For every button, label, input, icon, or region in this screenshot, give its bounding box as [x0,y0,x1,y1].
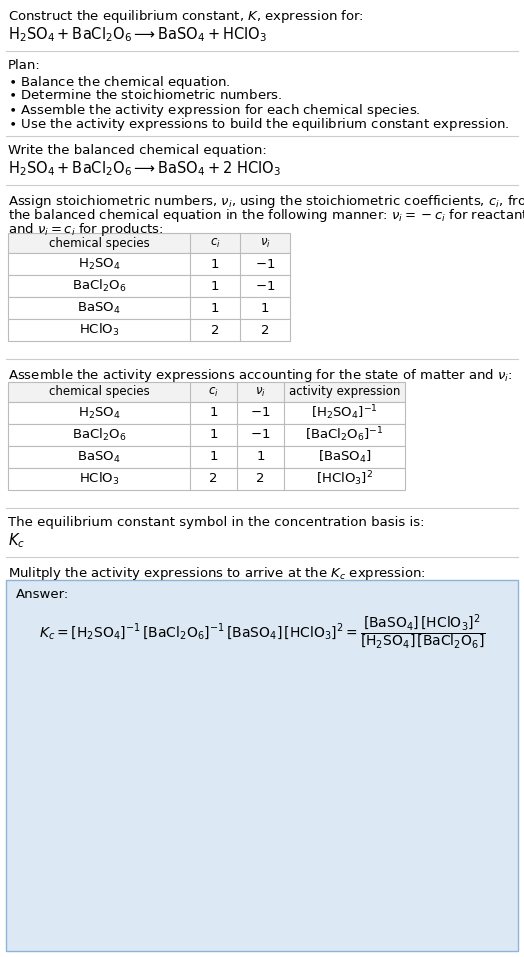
Text: $\mathrm{HClO_3}$: $\mathrm{HClO_3}$ [79,471,119,487]
Text: $\mathrm{BaCl_2O_6}$: $\mathrm{BaCl_2O_6}$ [72,278,126,294]
FancyBboxPatch shape [8,424,405,446]
Text: $[\mathrm{HClO_3}]^2$: $[\mathrm{HClO_3}]^2$ [316,470,373,488]
Text: chemical species: chemical species [49,386,149,398]
Text: 1: 1 [211,257,219,271]
Text: 2: 2 [209,473,218,485]
Text: Write the balanced chemical equation:: Write the balanced chemical equation: [8,144,267,157]
Text: the balanced chemical equation in the following manner: $\nu_i = -c_i$ for react: the balanced chemical equation in the fo… [8,207,524,224]
Text: $\nu_i$: $\nu_i$ [255,386,266,398]
Text: 2: 2 [256,473,265,485]
FancyBboxPatch shape [8,402,405,424]
Text: 1: 1 [211,279,219,293]
Text: $[\mathrm{BaSO_4}]$: $[\mathrm{BaSO_4}]$ [318,449,372,465]
Text: $\bullet$ Assemble the activity expression for each chemical species.: $\bullet$ Assemble the activity expressi… [8,102,421,119]
Text: chemical species: chemical species [49,236,149,250]
Text: $\bullet$ Balance the chemical equation.: $\bullet$ Balance the chemical equation. [8,74,231,91]
Text: 1: 1 [261,301,269,315]
Text: Plan:: Plan: [8,59,41,72]
Text: Assign stoichiometric numbers, $\nu_i$, using the stoichiometric coefficients, $: Assign stoichiometric numbers, $\nu_i$, … [8,193,524,210]
Text: $c_i$: $c_i$ [208,386,219,398]
Text: 1: 1 [211,301,219,315]
Text: $K_c$: $K_c$ [8,531,25,549]
Text: 1: 1 [209,451,218,463]
Text: and $\nu_i = c_i$ for products:: and $\nu_i = c_i$ for products: [8,221,163,238]
Text: activity expression: activity expression [289,386,400,398]
Text: $-1$: $-1$ [250,429,271,441]
Text: $\mathrm{HClO_3}$: $\mathrm{HClO_3}$ [79,322,119,338]
Text: $[\mathrm{H_2SO_4}]^{-1}$: $[\mathrm{H_2SO_4}]^{-1}$ [311,404,378,422]
FancyBboxPatch shape [8,275,290,297]
Text: 1: 1 [209,407,218,419]
Text: Assemble the activity expressions accounting for the state of matter and $\nu_i$: Assemble the activity expressions accoun… [8,367,512,384]
FancyBboxPatch shape [8,297,290,319]
Text: $\mathrm{H_2SO_4}$: $\mathrm{H_2SO_4}$ [78,406,121,420]
FancyBboxPatch shape [8,253,290,275]
FancyBboxPatch shape [8,233,290,253]
Text: $c_i$: $c_i$ [210,236,221,250]
Text: $-1$: $-1$ [255,257,275,271]
FancyBboxPatch shape [8,382,405,402]
Text: $\mathrm{BaSO_4}$: $\mathrm{BaSO_4}$ [77,450,121,464]
Text: $\mathrm{BaSO_4}$: $\mathrm{BaSO_4}$ [77,300,121,316]
Text: 1: 1 [256,451,265,463]
Text: $\bullet$ Determine the stoichiometric numbers.: $\bullet$ Determine the stoichiometric n… [8,88,282,102]
Text: $[\mathrm{BaCl_2O_6}]^{-1}$: $[\mathrm{BaCl_2O_6}]^{-1}$ [305,426,384,444]
Text: Construct the equilibrium constant, $K$, expression for:: Construct the equilibrium constant, $K$,… [8,8,364,25]
Text: 2: 2 [211,323,219,337]
Text: $-1$: $-1$ [255,279,275,293]
Text: $\mathrm{H_2SO_4 + BaCl_2O_6 \longrightarrow BaSO_4 + HClO_3}$: $\mathrm{H_2SO_4 + BaCl_2O_6 \longrighta… [8,25,267,44]
Text: $\mathrm{H_2SO_4 + BaCl_2O_6 \longrightarrow BaSO_4 + 2\ HClO_3}$: $\mathrm{H_2SO_4 + BaCl_2O_6 \longrighta… [8,159,281,178]
Text: $K_c = [\mathrm{H_2SO_4}]^{-1}\,[\mathrm{BaCl_2O_6}]^{-1}\,[\mathrm{BaSO_4}]\,[\: $K_c = [\mathrm{H_2SO_4}]^{-1}\,[\mathrm… [39,612,485,652]
Text: $\bullet$ Use the activity expressions to build the equilibrium constant express: $\bullet$ Use the activity expressions t… [8,116,509,133]
FancyBboxPatch shape [8,319,290,341]
Text: $\nu_i$: $\nu_i$ [259,236,270,250]
Text: The equilibrium constant symbol in the concentration basis is:: The equilibrium constant symbol in the c… [8,516,424,529]
Text: $-1$: $-1$ [250,407,271,419]
Text: Mulitply the activity expressions to arrive at the $K_c$ expression:: Mulitply the activity expressions to arr… [8,565,426,582]
Text: $\mathrm{H_2SO_4}$: $\mathrm{H_2SO_4}$ [78,256,121,272]
FancyBboxPatch shape [8,446,405,468]
Text: 2: 2 [261,323,269,337]
Text: Answer:: Answer: [16,588,69,601]
FancyBboxPatch shape [8,468,405,490]
Text: 1: 1 [209,429,218,441]
FancyBboxPatch shape [6,580,518,951]
Text: $\mathrm{BaCl_2O_6}$: $\mathrm{BaCl_2O_6}$ [72,427,126,443]
